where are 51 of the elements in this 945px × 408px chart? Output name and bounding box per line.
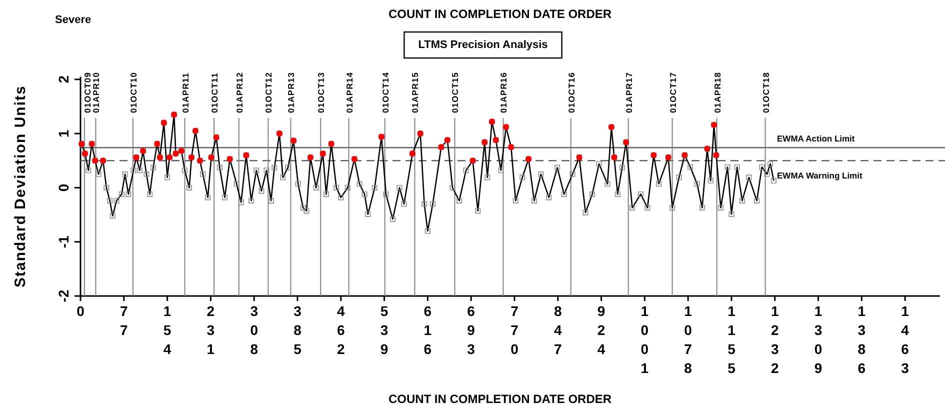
- y-axis-title: Standard Deviation Units: [12, 85, 29, 288]
- x-tick-label: 6 9 3: [467, 303, 476, 357]
- ref-line-label: 01OCT15: [450, 72, 460, 113]
- y-tick-label: 0: [56, 184, 72, 192]
- ref-line-label: 01APR17: [624, 72, 634, 113]
- ref-line-label: 01APR16: [498, 72, 509, 113]
- ref-line-label: 01OCT09: [82, 72, 92, 113]
- y-tick-label: 1: [56, 129, 72, 138]
- ref-line-label: 01OCT12: [264, 72, 274, 113]
- text: Severe: [55, 14, 92, 26]
- ref-line-label: 01OCT11: [210, 72, 220, 113]
- ref-line-label: 01APR14: [344, 72, 354, 113]
- x-tick-label: 1 2 3 2: [770, 303, 779, 376]
- ref-line-label: 01OCT16: [566, 72, 576, 113]
- x-tick-label: 6 1 6: [424, 303, 432, 357]
- x-tick-label: 7 7 0: [510, 303, 519, 357]
- ref-line-label: EWMA Warning Limit: [777, 170, 862, 181]
- ref-line-label: 01APR11: [180, 72, 190, 113]
- x-tick-label: 1 5 4: [163, 303, 172, 357]
- ref-line-label: 01APR13: [286, 72, 296, 113]
- y-tick-label: 2: [56, 75, 72, 84]
- ref-line-label: 01APR10: [91, 72, 102, 113]
- x-tick-label: 1 1 5 5: [728, 303, 736, 376]
- x-tick-label: 5 3 9: [380, 303, 388, 357]
- x-tick-label: 8 4 7: [554, 303, 562, 357]
- x-tick-label: 1 4 6 3: [901, 303, 910, 376]
- x-axis-title: COUNT IN COMPLETION DATE ORDER: [388, 392, 612, 406]
- chart-subtitle: LTMS Precision Analysis: [418, 39, 548, 51]
- x-tick-label: 2 3 1: [206, 303, 215, 357]
- ref-line-label: 01OCT10: [128, 72, 138, 113]
- x-tick-label: 3 0 8: [250, 303, 258, 357]
- x-tick-label: 1 0 0 1: [640, 303, 649, 376]
- x-tick-label: 3 8 5: [294, 303, 302, 357]
- ref-line-label: 01APR18: [712, 72, 722, 113]
- x-tick-label: 0: [76, 303, 85, 319]
- ref-line-label: 01APR12: [234, 72, 244, 113]
- ref-line-label: EWMA Action Limit: [777, 134, 855, 144]
- chart-title: COUNT IN COMPLETION DATE ORDER: [388, 7, 612, 21]
- y-tick-label: -2: [56, 290, 72, 302]
- x-tick-label: 9 2 4: [597, 303, 606, 357]
- x-tick-label: 7 7: [120, 303, 128, 338]
- x-tick-label: 4 6 2: [336, 303, 345, 357]
- x-tick-label: 1 0 7 8: [684, 303, 692, 376]
- ref-line-label: 01OCT18: [760, 72, 771, 113]
- ref-line-label: 01OCT17: [668, 72, 678, 113]
- ref-line-label: 01OCT13: [316, 72, 326, 113]
- ref-line-label: 01OCT14: [380, 72, 390, 113]
- ref-line-label: 01APR15: [410, 72, 420, 113]
- x-tick-label: 1 3 8 6: [858, 303, 866, 376]
- y-tick-label: -1: [56, 235, 72, 248]
- x-tick-label: 1 3 0 9: [814, 303, 822, 376]
